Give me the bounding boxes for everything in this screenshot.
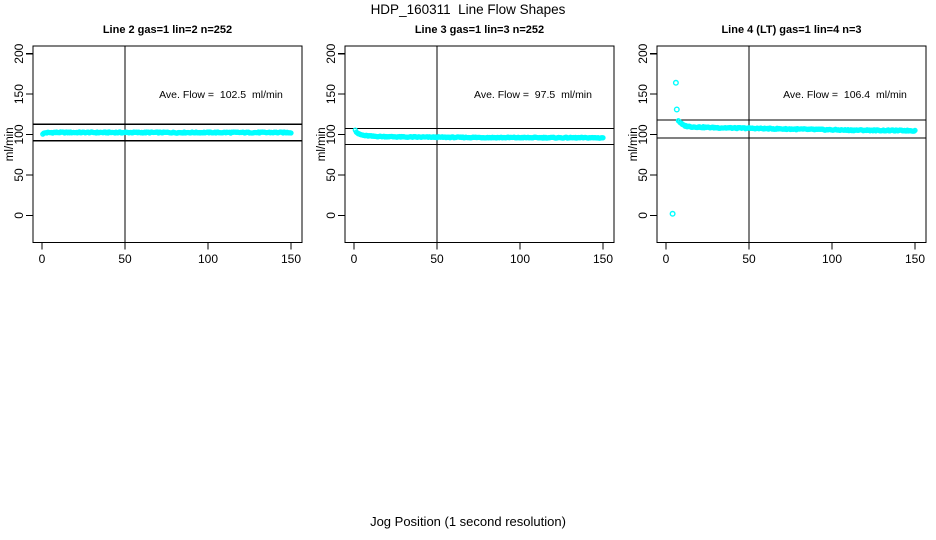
- y-tick-label: 50: [12, 168, 26, 182]
- y-tick-label: 0: [324, 212, 338, 219]
- data-points: [40, 129, 294, 137]
- x-tick-label: 100: [510, 252, 530, 266]
- plot-area-line-3: 0 50 100 150 0 50 100 150 200 ml/min: [316, 43, 615, 266]
- y-axis-label: ml/min: [4, 127, 16, 161]
- y-axis-label: ml/min: [316, 127, 328, 161]
- ave-flow-annotation-line-4: Ave. Flow = 106.4 ml/min: [783, 89, 907, 101]
- plot-area-line-4: 0 50 100 150 0 50 100 150 200 ml/min: [628, 43, 927, 266]
- x-axis-label: Jog Position (1 second resolution): [370, 514, 566, 529]
- y-tick-label: 200: [324, 43, 338, 63]
- panel-line-4: 0 50 100 150 0 50 100 150 200 ml/min Line 4 (LT) …: [624, 18, 936, 298]
- plot-box: [344, 45, 615, 244]
- y-tick-label: 100: [636, 124, 650, 144]
- plot-box: [656, 45, 927, 244]
- x-tick-label: 0: [351, 252, 358, 266]
- y-tick-label: 0: [12, 212, 26, 219]
- ave-flow-annotation-line-3: Ave. Flow = 97.5 ml/min: [474, 89, 592, 101]
- x-tick-label: 100: [822, 252, 842, 266]
- main-title: HDP_160311 Line Flow Shapes: [370, 2, 566, 17]
- y-tick-label: 50: [636, 168, 650, 182]
- y-tick-label: 200: [12, 43, 26, 63]
- y-tick-label: 200: [636, 43, 650, 63]
- y-tick-label: 100: [324, 124, 338, 144]
- ave-flow-annotation-line-2: Ave. Flow = 102.5 ml/min: [159, 89, 283, 101]
- data-points: [669, 79, 918, 217]
- x-tick-label: 0: [663, 252, 670, 266]
- y-tick-label: 150: [324, 84, 338, 104]
- x-tick-label: 150: [593, 252, 613, 266]
- x-tick-label: 50: [118, 252, 132, 266]
- x-tick-label: 0: [39, 252, 46, 266]
- x-tick-label: 50: [742, 252, 756, 266]
- panel-line-3: 0 50 100 150 0 50 100 150 200 ml/min Line 3 gas=1…: [312, 18, 624, 298]
- x-tick-label: 150: [905, 252, 925, 266]
- plot-area-line-2: 0 50 100 150 0 50 100 150 200 ml/min: [4, 43, 303, 266]
- panel-title-line-2: Line 2 gas=1 lin=2 n=252: [102, 24, 233, 36]
- panel-line-2: 0 50 100 150 0 50 100 150 200 ml/min Line 2 gas=1…: [0, 18, 312, 298]
- y-tick-label: 0: [636, 212, 650, 219]
- outlier-point: [673, 106, 680, 113]
- outlier-point: [669, 210, 676, 217]
- x-tick-label: 150: [281, 252, 301, 266]
- panel-title-line-4: Line 4 (LT) gas=1 lin=4 n=3: [721, 24, 862, 36]
- y-tick-label: 150: [12, 84, 26, 104]
- panel-title-line-3: Line 3 gas=1 lin=3 n=252: [414, 24, 545, 36]
- x-tick-label: 100: [198, 252, 218, 266]
- y-axis-label: ml/min: [628, 127, 640, 161]
- outlier-point: [672, 79, 679, 86]
- plot-box: [32, 45, 303, 244]
- y-tick-label: 50: [324, 168, 338, 182]
- y-tick-label: 100: [12, 124, 26, 144]
- x-tick-label: 50: [430, 252, 444, 266]
- data-points: [352, 127, 606, 141]
- y-tick-label: 150: [636, 84, 650, 104]
